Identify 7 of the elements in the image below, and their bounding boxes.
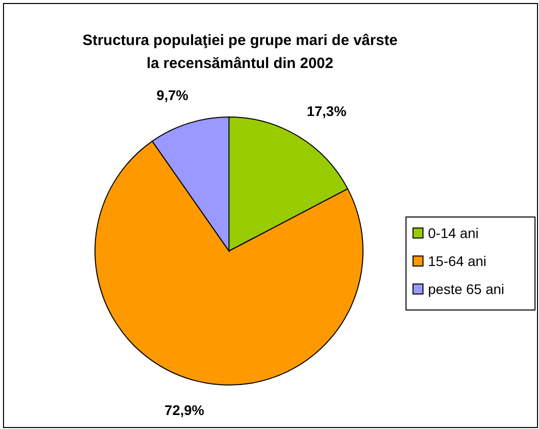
- data-label: 17,3%: [306, 103, 347, 120]
- legend-label: peste 65 ani: [428, 281, 504, 297]
- legend-label: 0-14 ani: [428, 225, 479, 241]
- legend-label: 15-64 ani: [428, 253, 486, 269]
- data-label: 9,7%: [156, 87, 189, 104]
- data-label: 72,9%: [164, 402, 205, 418]
- chart-title: Structura populaţiei pe grupe mari de vârste la recensământul din 2002: [82, 32, 398, 72]
